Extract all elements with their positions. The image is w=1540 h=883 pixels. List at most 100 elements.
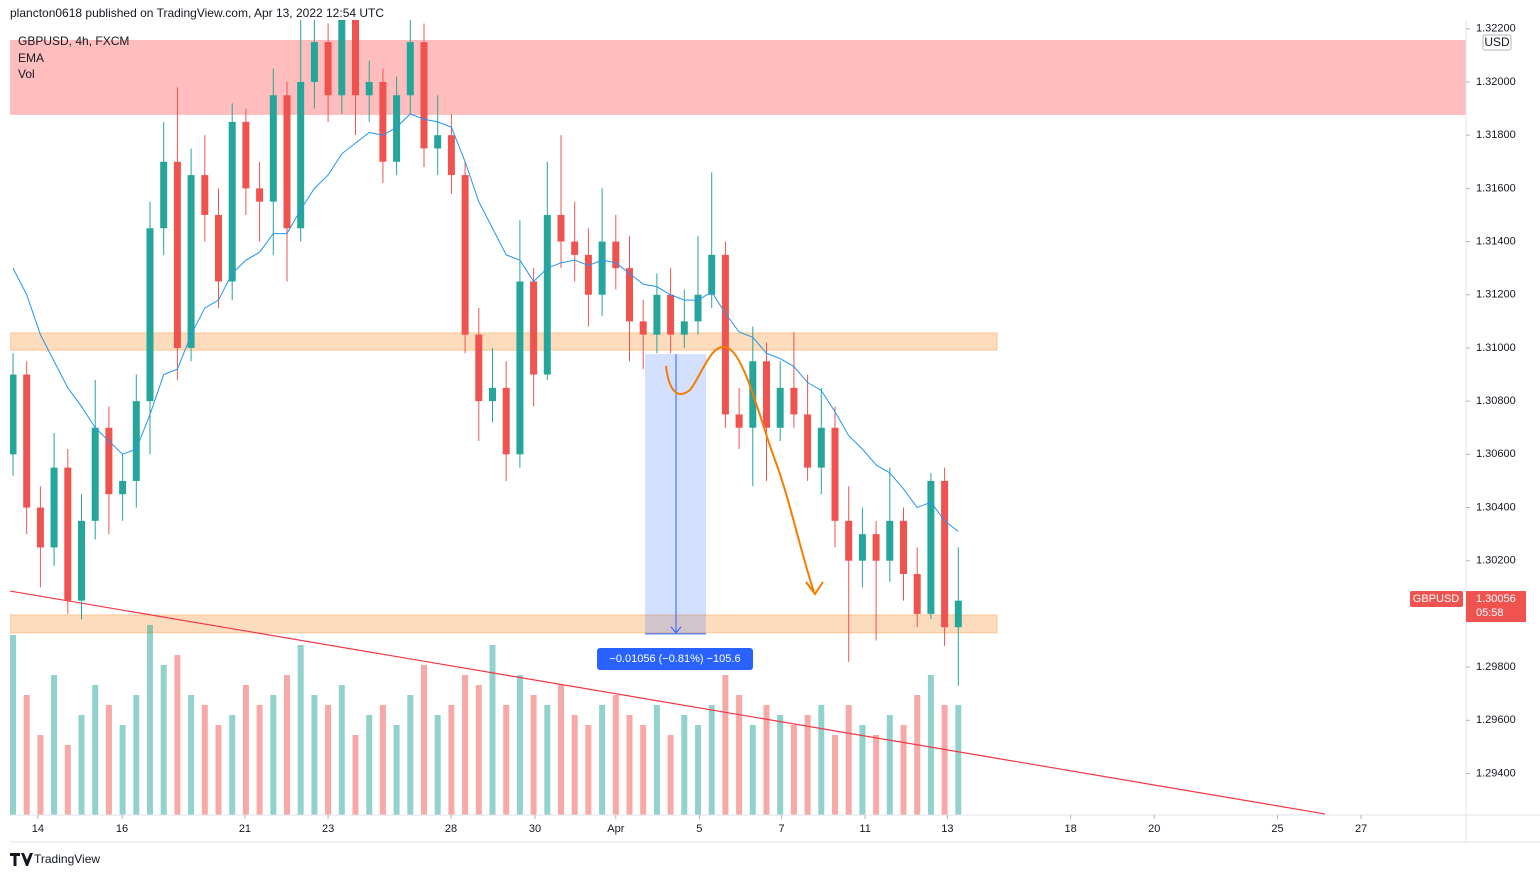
candle-body	[502, 387, 510, 455]
candle-body	[228, 121, 236, 282]
volume-bar	[955, 705, 962, 815]
volume-bar	[421, 665, 427, 815]
countdown: 05:58	[1476, 607, 1504, 619]
candle-body	[571, 241, 579, 255]
candle-body	[612, 241, 620, 269]
candle-body	[434, 135, 442, 149]
volume-bar	[612, 695, 619, 815]
volume-bar	[407, 695, 414, 815]
zone	[10, 39, 1466, 115]
candle-body	[187, 175, 195, 348]
candle-body	[352, 20, 359, 96]
currency-box	[1482, 34, 1512, 51]
x-tick-label: 11	[859, 823, 870, 835]
volume-bar	[147, 625, 153, 815]
candle-body	[489, 387, 496, 402]
currency: USD	[1484, 35, 1510, 49]
candle-body	[269, 95, 277, 202]
x-tick-label: 5	[696, 823, 702, 835]
zone	[10, 332, 998, 351]
x-tick-label: 20	[1148, 823, 1160, 835]
candle-body	[160, 161, 168, 229]
volume-bar	[229, 715, 236, 815]
volume-bar	[366, 715, 373, 815]
volume-bar	[188, 695, 195, 815]
candle-body	[530, 281, 538, 375]
candle-body	[900, 520, 907, 575]
symbol-label: GBPUSD	[1413, 593, 1460, 605]
candle-body	[804, 414, 812, 468]
axes: 1.29400 1.29600 1.29800 1.30200 1.30400 1.306…	[32, 23, 1526, 835]
volume-bar	[914, 695, 921, 815]
candle-body	[927, 480, 935, 614]
x-tick-label: 16	[116, 823, 128, 835]
candle-body	[393, 95, 401, 162]
measure-label: −0.01056 (−0.81%) −105.6	[609, 653, 740, 665]
y-tick-label: 1.32200	[1476, 23, 1516, 35]
volume-bar	[845, 705, 852, 815]
volume-bar	[544, 705, 551, 815]
volume-bar	[10, 635, 16, 815]
measure-arrowhead	[670, 626, 682, 634]
volume-bar	[777, 715, 784, 815]
sketch-arrow	[805, 581, 824, 596]
x-tick-label: 14	[32, 823, 44, 835]
y-tick-label: 1.30400	[1476, 501, 1516, 513]
candle-body	[941, 480, 949, 628]
volume-bar	[558, 685, 564, 815]
candle-body	[119, 480, 127, 495]
candle-body	[735, 414, 743, 428]
volume-bar	[749, 725, 756, 815]
y-tick-label: 1.31800	[1476, 129, 1516, 141]
sketch-curve	[665, 345, 815, 593]
candle-body	[50, 467, 58, 548]
volume-bar	[462, 675, 469, 815]
volume-bar	[160, 665, 167, 815]
candle-body	[626, 268, 633, 322]
volume-bar	[530, 695, 537, 815]
volume-bar	[475, 685, 482, 815]
candle-body	[447, 135, 455, 176]
candle-body	[872, 534, 880, 561]
zone	[10, 614, 998, 634]
volume-bar	[571, 715, 578, 815]
volume-bar	[790, 725, 797, 815]
x-tick-label: 18	[1065, 823, 1077, 835]
candle-body	[598, 241, 606, 295]
volume-bar	[51, 675, 58, 815]
volume-bar	[653, 705, 660, 815]
volume-bar	[215, 725, 222, 815]
volume-bar	[599, 705, 606, 815]
volume-bar	[640, 725, 647, 815]
candle-body	[763, 361, 770, 428]
candle-body	[639, 321, 647, 335]
candle-body	[297, 81, 305, 229]
volume-bar	[722, 675, 729, 815]
y-tick-label: 1.29800	[1476, 661, 1516, 673]
y-tick-label: 1.30600	[1476, 448, 1516, 460]
candle-body	[817, 427, 825, 468]
volume-bar	[448, 705, 455, 815]
legend-ema: EMA	[18, 51, 44, 65]
candle-body	[708, 254, 716, 295]
footer: TradingView	[34, 852, 100, 866]
x-tick-label: 21	[239, 823, 251, 835]
candle-body	[831, 427, 839, 521]
volume-bar	[297, 645, 304, 815]
price-box	[1466, 591, 1526, 623]
plot: −0.01056 (−0.81%) −105.6	[10, 20, 1466, 815]
candle-body	[78, 520, 85, 601]
y-tick-label: 1.31600	[1476, 182, 1516, 194]
volume-bar	[900, 725, 907, 815]
logo	[10, 853, 33, 866]
volume-bar	[78, 715, 85, 815]
candle-body	[543, 214, 551, 375]
volume-bar	[695, 725, 701, 815]
volume-bar	[379, 705, 386, 815]
candle-body	[790, 387, 798, 415]
candle-body	[324, 42, 332, 96]
y-tick-label: 1.32000	[1476, 76, 1516, 88]
x-tick-label: 23	[322, 823, 334, 835]
volume-bar	[242, 685, 249, 815]
candle-body	[256, 188, 264, 202]
